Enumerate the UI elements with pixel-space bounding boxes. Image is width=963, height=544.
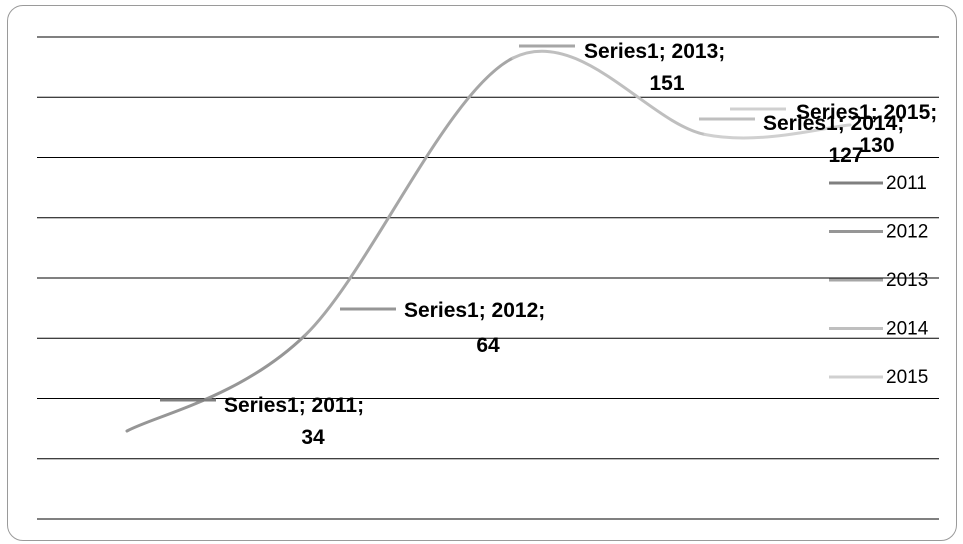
data-labels: Series1; 2011; 34 Series1; 2012; 64 Series1;… [160,40,937,449]
legend: 2011 2012 2013 2014 2015 [829,173,929,388]
data-label-value-2011: 34 [301,426,325,449]
data-label-value-2014: 127 [828,144,863,167]
data-label-text-2013: Series1; 2013; [584,40,725,63]
series-line-segment [511,49,707,137]
data-label-text-2012: Series1; 2012; [404,299,545,322]
chart-frame [7,5,957,541]
data-label-value-2013: 151 [649,72,684,95]
legend-label-2013: 2013 [886,270,928,291]
gridlines [37,36,939,520]
data-label-value-2012: 64 [476,334,500,357]
legend-label-2012: 2012 [886,222,928,243]
series-line-segment [303,56,515,337]
legend-label-2015: 2015 [886,367,928,388]
legend-label-2011: 2011 [886,173,927,194]
data-label-text-2011: Series1; 2011; [224,394,364,417]
series-line-segment [703,123,852,140]
data-label-value-2015: 130 [859,134,894,157]
legend-label-2014: 2014 [886,319,929,340]
data-label-text-2014: Series1; 2014; [763,112,904,135]
data-label-text-2015: Series1; 2015; [796,101,937,124]
